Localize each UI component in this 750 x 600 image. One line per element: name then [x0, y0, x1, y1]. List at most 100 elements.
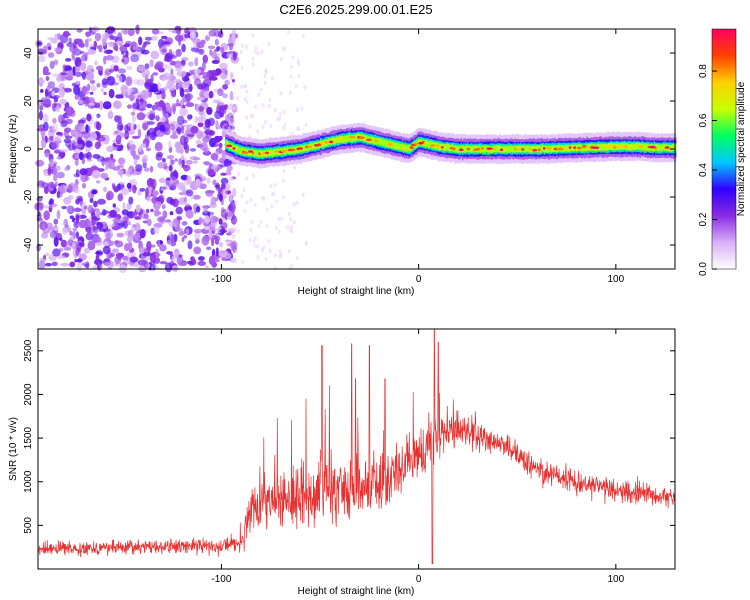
heatmap-cell	[333, 137, 335, 145]
heatmap-cell	[147, 78, 153, 82]
heatmap-cell	[269, 184, 273, 189]
heatmap-cell	[566, 144, 568, 152]
heatmap-cell	[185, 228, 190, 235]
heatmap-cell	[572, 144, 574, 152]
heatmap-cell	[155, 153, 163, 161]
heatmap-cell	[254, 46, 258, 51]
heatmap-cell	[185, 102, 195, 108]
heatmap-cell	[122, 54, 127, 58]
y-tick-label: 20	[23, 95, 34, 107]
heatmap-cell	[180, 59, 186, 66]
heatmap-cell	[126, 182, 132, 189]
y-tick-label: -40	[23, 237, 34, 252]
heatmap-cell	[198, 105, 204, 112]
heatmap-cell	[414, 142, 419, 145]
heatmap-cell	[282, 195, 285, 200]
heatmap-cell	[101, 38, 107, 47]
heatmap-cell	[75, 231, 79, 239]
heatmap-cell	[542, 147, 546, 150]
heatmap-cell	[76, 258, 83, 263]
snr-x-ticks: -100 0 100	[211, 329, 625, 585]
heatmap-cell	[159, 261, 168, 265]
heatmap-cell	[203, 83, 210, 93]
heatmap-cell	[118, 222, 125, 227]
heatmap-cell	[78, 219, 88, 229]
heatmap-cell	[289, 74, 293, 80]
heatmap-cell	[631, 143, 633, 151]
heatmap-cell	[193, 40, 197, 47]
heatmap-cell	[219, 229, 228, 234]
heatmap-cell	[91, 189, 98, 195]
heatmap-cell	[338, 137, 343, 141]
heatmap-cell	[107, 110, 114, 120]
heatmap-cell	[525, 145, 528, 153]
heatmap-cell	[251, 33, 255, 38]
heatmap-cell	[175, 79, 182, 84]
heatmap-cell	[319, 141, 324, 145]
heatmap-cell	[265, 224, 269, 229]
heatmap-cell	[112, 203, 117, 208]
heatmap-cell	[120, 84, 129, 94]
heatmap-cell	[103, 91, 107, 96]
heatmap-cell	[301, 192, 305, 197]
heatmap-cell	[165, 102, 170, 113]
heatmap-cell	[193, 246, 202, 255]
snr-x-label: Height of straight line (km)	[298, 586, 415, 597]
heatmap-cell	[208, 76, 218, 81]
heatmap-cell	[114, 240, 124, 248]
heatmap-cell	[73, 40, 77, 49]
heatmap-cell	[194, 78, 202, 87]
heatmap-cell	[63, 127, 72, 133]
heatmap-cell	[546, 147, 552, 150]
heatmap-cell	[75, 169, 80, 178]
heatmap-cell	[208, 255, 215, 265]
heatmap-cell	[58, 88, 65, 98]
heatmap-cell	[131, 115, 136, 123]
heatmap-cell	[194, 57, 199, 67]
x-tick-label: 0	[416, 574, 422, 585]
heatmap-cell	[659, 144, 661, 152]
heatmap-cell	[136, 112, 146, 121]
x-tick-label: -100	[211, 574, 231, 585]
heatmap-cell	[212, 217, 221, 222]
heatmap-cell	[144, 36, 153, 41]
heatmap-cell	[449, 144, 451, 152]
heatmap-cell	[102, 208, 107, 216]
heatmap-cell	[142, 252, 150, 257]
heatmap-cell	[127, 87, 131, 96]
heatmap-cell	[157, 161, 165, 169]
heatmap-cell	[470, 146, 472, 153]
heatmap-cell	[157, 239, 161, 248]
heatmap-cell	[562, 144, 564, 152]
heatmap-cell	[192, 74, 198, 80]
heatmap-cell	[261, 103, 265, 108]
heatmap-cell	[257, 92, 260, 98]
heatmap-cell	[270, 151, 274, 154]
heatmap-cell	[381, 138, 383, 146]
heatmap-cell	[372, 136, 374, 144]
heatmap-cell	[243, 84, 247, 89]
heatmap-cell	[197, 115, 205, 124]
heatmap-cell	[646, 144, 648, 151]
heatmap-cell	[233, 29, 236, 34]
heatmap-cell	[121, 209, 129, 216]
heatmap-cell	[161, 48, 167, 54]
heatmap-cell	[211, 51, 217, 59]
heatmap-cell	[125, 168, 133, 178]
heatmap-cell	[166, 196, 174, 204]
heatmap-cell	[511, 145, 514, 153]
heatmap-cell	[155, 61, 164, 69]
heatmap-cell	[227, 43, 234, 47]
snr-background	[38, 329, 675, 569]
heatmap-cell	[69, 215, 75, 219]
heatmap-cell	[279, 91, 283, 96]
heatmap-cell	[190, 125, 199, 134]
heatmap-cell	[186, 175, 192, 185]
spectrogram-y-label: Frequency (Hz)	[8, 115, 19, 184]
heatmap-cell	[116, 232, 125, 238]
heatmap-cell	[198, 183, 207, 190]
heatmap-cell	[296, 107, 300, 113]
heatmap-cell	[240, 193, 244, 199]
heatmap-cell	[96, 122, 102, 131]
heatmap-cell	[141, 68, 150, 79]
